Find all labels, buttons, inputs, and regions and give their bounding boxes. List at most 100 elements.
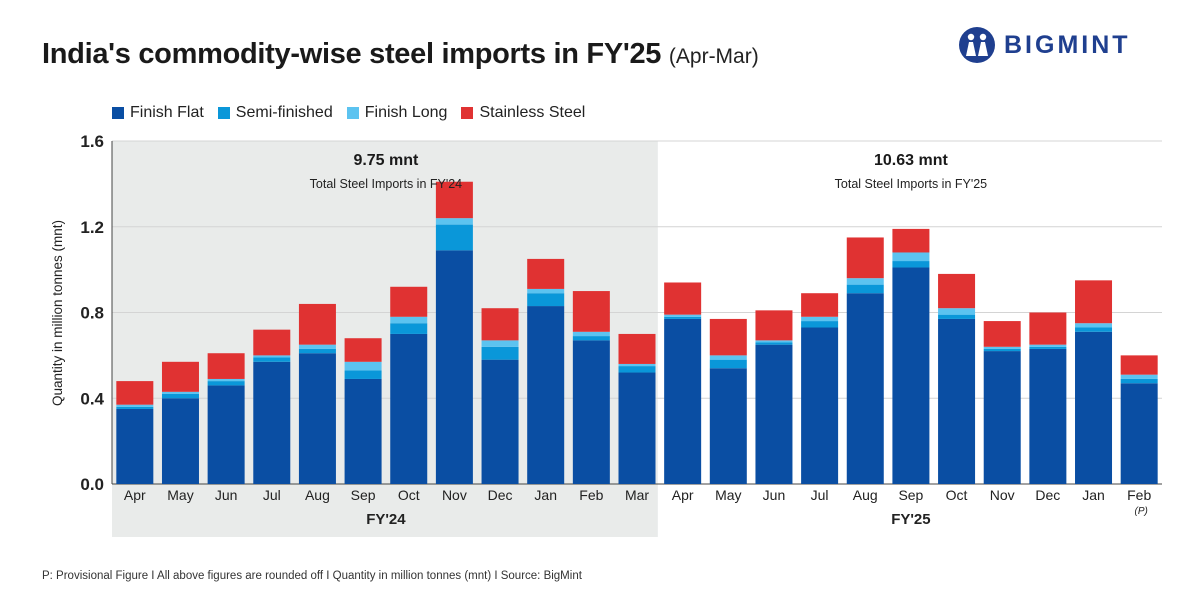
bar-segment-finish-flat <box>618 372 656 484</box>
x-tick-label: Jan <box>1082 487 1105 503</box>
bar-segment-finish-long <box>207 378 245 382</box>
legend-item-finish-long: Finish Long <box>346 104 448 122</box>
bar-segment-finish-long <box>664 314 702 317</box>
bar-segment-semi-finished <box>892 261 930 268</box>
footnote: P: Provisional Figure I All above figure… <box>42 570 582 582</box>
bigmint-logo-icon <box>959 27 995 63</box>
bar-segment-stainless-steel <box>253 329 291 356</box>
bar-segment-finish-flat <box>435 250 473 484</box>
bar-segment-stainless-steel <box>1120 355 1158 375</box>
x-tick-label: Jan <box>534 487 557 503</box>
title-period: (Apr-Mar) <box>668 45 759 68</box>
legend-item-stainless-steel: Stainless Steel <box>461 104 585 122</box>
chart-legend: Finish Flat Semi-finished Finish Long St… <box>112 104 585 122</box>
x-tick-label: Sep <box>898 487 923 503</box>
x-tick-label: Jul <box>263 487 281 503</box>
bar-segment-stainless-steel <box>481 308 519 341</box>
group-label: FY'25 <box>891 511 930 528</box>
bar-segment-finish-long <box>344 361 382 371</box>
bar-segment-stainless-steel <box>1029 312 1067 345</box>
bar-segment-finish-flat <box>938 318 976 484</box>
bar-segment-stainless-steel <box>846 237 884 279</box>
bar-segment-semi-finished <box>116 406 154 409</box>
legend-swatch <box>346 107 359 119</box>
bar-segment-finish-flat <box>207 385 245 484</box>
bar-segment-finish-flat <box>1029 348 1067 484</box>
title-main: India's commodity-wise steel imports in … <box>42 38 662 70</box>
bar-segment-semi-finished <box>801 321 839 328</box>
legend-label: Stainless Steel <box>479 104 586 121</box>
bar-segment-finish-flat <box>1075 331 1113 484</box>
bar-segment-semi-finished <box>435 224 473 251</box>
bar-segment-stainless-steel <box>207 353 245 379</box>
x-tick-label: Oct <box>398 487 420 503</box>
bar-segment-stainless-steel <box>572 291 610 332</box>
bar-segment-finish-flat <box>527 306 565 484</box>
legend-label: Finish Flat <box>130 104 204 121</box>
x-tick-label: May <box>167 487 193 503</box>
legend-swatch <box>217 107 230 119</box>
bar-segment-finish-long <box>1029 344 1067 347</box>
legend-label: Finish Long <box>364 104 448 121</box>
y-tick-label: 1.2 <box>80 218 104 237</box>
chart-title: India's commodity-wise steel imports in … <box>42 38 759 71</box>
bar-segment-finish-flat <box>481 359 519 484</box>
bar-segment-semi-finished <box>527 293 565 307</box>
bar-segment-finish-long <box>390 316 428 324</box>
bar-segment-finish-flat <box>253 361 291 484</box>
group-total-value: 10.63 mnt <box>874 152 948 169</box>
bar-segment-semi-finished <box>207 381 245 386</box>
x-tick-label: Jun <box>215 487 238 503</box>
bar-segment-stainless-steel <box>938 273 976 309</box>
legend-swatch <box>461 107 474 119</box>
bar-segment-stainless-steel <box>116 381 154 405</box>
bar-segment-finish-long <box>846 278 884 285</box>
x-tick-label: Aug <box>853 487 878 503</box>
x-tick-label: Apr <box>124 487 146 503</box>
bar-segment-finish-flat <box>983 351 1021 484</box>
bar-segment-finish-long <box>618 363 656 367</box>
group-total-label: Total Steel Imports in FY'24 <box>310 177 463 191</box>
bar-segment-stainless-steel <box>755 310 793 341</box>
bar-segment-stainless-steel <box>298 303 336 345</box>
brand-name: BIGMINT <box>1004 30 1131 59</box>
bar-segment-stainless-steel <box>390 286 428 317</box>
bar-segment-stainless-steel <box>892 228 930 253</box>
y-tick-label: 0.4 <box>80 389 104 408</box>
bar-segment-semi-finished <box>755 342 793 345</box>
bar-segment-finish-long <box>572 331 610 337</box>
bar-segment-semi-finished <box>938 314 976 319</box>
bar-segment-finish-long <box>801 316 839 322</box>
fy24-background-panel <box>112 141 658 537</box>
group-total-value: 9.75 mnt <box>353 152 419 169</box>
bar-segment-finish-long <box>481 340 519 347</box>
bar-segment-finish-flat <box>344 378 382 484</box>
bar-segment-semi-finished <box>709 359 747 369</box>
bar-segment-stainless-steel <box>983 321 1021 347</box>
bar-segment-finish-long <box>892 252 930 262</box>
bar-segment-finish-long <box>983 346 1021 349</box>
bar-segment-stainless-steel <box>801 293 839 317</box>
bar-segment-finish-flat <box>846 293 884 484</box>
x-tick-label: Dec <box>1035 487 1060 503</box>
bar-segment-finish-long <box>755 340 793 343</box>
bar-segment-finish-flat <box>801 327 839 484</box>
bar-segment-finish-flat <box>298 353 336 484</box>
bar-segment-semi-finished <box>1075 327 1113 332</box>
bar-segment-finish-long <box>1120 374 1158 379</box>
bar-segment-semi-finished <box>1120 378 1158 384</box>
bar-segment-finish-long <box>161 391 199 394</box>
bar-segment-semi-finished <box>664 316 702 319</box>
legend-item-finish-flat: Finish Flat <box>112 104 204 122</box>
bar-segment-finish-flat <box>116 408 154 484</box>
x-tick-label: Sep <box>351 487 376 503</box>
legend-label: Semi-finished <box>235 104 333 121</box>
bar-segment-semi-finished <box>298 348 336 354</box>
x-tick-label: Apr <box>672 487 694 503</box>
bar-segment-stainless-steel <box>161 361 199 392</box>
x-tick-label: May <box>715 487 741 503</box>
bar-segment-stainless-steel <box>1075 280 1113 324</box>
x-tick-label: Aug <box>305 487 330 503</box>
x-tick-label: Mar <box>625 487 649 503</box>
provisional-note: (P) <box>1135 506 1148 517</box>
